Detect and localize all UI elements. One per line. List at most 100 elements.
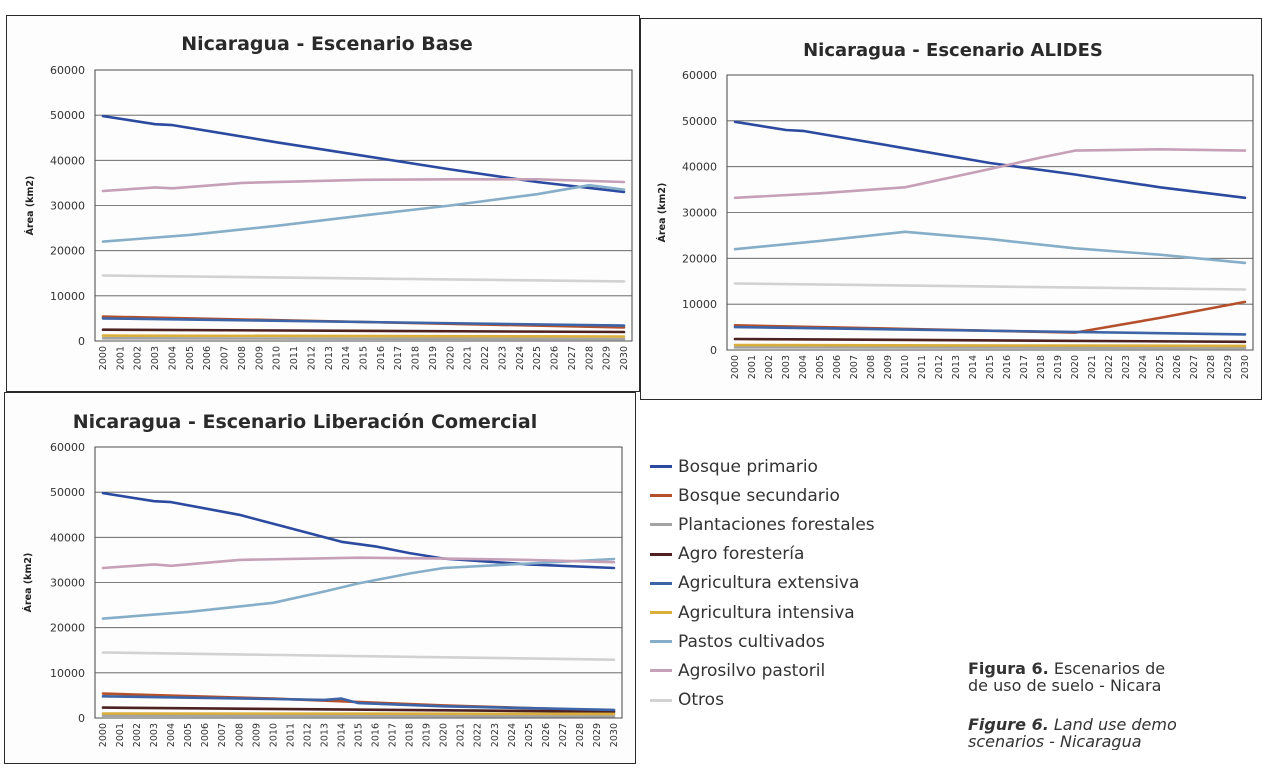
x-tick-label: 2018 bbox=[1036, 355, 1047, 379]
x-tick-label: 2018 bbox=[405, 723, 416, 747]
x-tick-label: 2007 bbox=[849, 355, 860, 379]
x-tick-label: 2013 bbox=[951, 355, 962, 379]
caption-spanish: Figura 6. Escenarios de de uso de suelo … bbox=[968, 660, 1262, 700]
y-tick-label: 10000 bbox=[682, 298, 717, 311]
y-tick-label: 30000 bbox=[682, 207, 717, 220]
legend-item: Bosque primario bbox=[650, 452, 950, 481]
series-line bbox=[101, 651, 616, 662]
x-tick-label: 2027 bbox=[567, 346, 578, 370]
series-line bbox=[101, 334, 626, 338]
x-tick-label: 2002 bbox=[133, 346, 144, 370]
x-tick-label: 2024 bbox=[515, 346, 526, 370]
x-tick-label: 2001 bbox=[115, 723, 126, 747]
caption-es-line2: de uso de suelo - Nicara bbox=[968, 676, 1162, 695]
y-tick-label: 50000 bbox=[50, 486, 85, 499]
y-tick-label: 20000 bbox=[50, 245, 85, 258]
x-tick-label: 2008 bbox=[237, 346, 248, 370]
x-tick-label: 2029 bbox=[592, 723, 603, 747]
x-tick-label: 2008 bbox=[234, 723, 245, 747]
x-tick-label: 2000 bbox=[98, 346, 109, 370]
legend-label: Agricultura extensiva bbox=[678, 573, 860, 594]
y-tick-label: 30000 bbox=[50, 200, 85, 213]
x-tick-label: 2005 bbox=[183, 723, 194, 747]
legend-item: Plantaciones forestales bbox=[650, 510, 950, 539]
chart-title: Nicaragua - Escenario Liberación Comerci… bbox=[73, 411, 538, 433]
x-tick-label: 2015 bbox=[359, 346, 370, 370]
x-tick-label: 2011 bbox=[917, 355, 928, 379]
legend-label: Agro forestería bbox=[678, 544, 805, 565]
x-tick-label: 2009 bbox=[254, 346, 265, 370]
shared-legend: Bosque primario Bosque secundario Plantaci… bbox=[650, 452, 950, 715]
x-tick-label: 2009 bbox=[883, 355, 894, 379]
x-tick-label: 2020 bbox=[1070, 355, 1081, 379]
legend-item: Agrosilvo pastoril bbox=[650, 656, 950, 685]
x-tick-label: 2005 bbox=[185, 346, 196, 370]
x-tick-label: 2006 bbox=[200, 723, 211, 747]
series-line bbox=[101, 556, 616, 570]
legend-swatch bbox=[650, 669, 672, 673]
x-tick-label: 2002 bbox=[764, 355, 775, 379]
x-tick-label: 2029 bbox=[1223, 355, 1234, 379]
x-tick-label: 2028 bbox=[584, 346, 595, 370]
legend-item: Agricultura intensiva bbox=[650, 598, 950, 627]
caption-es-line1: Escenarios de bbox=[1053, 660, 1166, 678]
chart-liberacion: Nicaragua - Escenario Liberación Comerci… bbox=[22, 411, 623, 747]
series-line bbox=[101, 336, 626, 341]
legend-swatch bbox=[650, 552, 672, 556]
x-tick-label: 2014 bbox=[341, 346, 352, 370]
y-tick-label: 30000 bbox=[50, 577, 85, 590]
x-tick-label: 2022 bbox=[480, 346, 491, 370]
x-tick-label: 2002 bbox=[132, 723, 143, 747]
x-tick-label: 2022 bbox=[473, 723, 484, 747]
caption-english: Figure 6. Land use demo scenarios - Nica… bbox=[968, 716, 1262, 750]
x-tick-label: 2004 bbox=[798, 355, 809, 379]
caption-en-label: Figure 6. bbox=[968, 715, 1049, 734]
series-line bbox=[733, 325, 1247, 336]
x-tick-label: 2028 bbox=[575, 723, 586, 747]
x-tick-label: 2026 bbox=[550, 346, 561, 370]
x-tick-label: 2025 bbox=[524, 723, 535, 747]
x-tick-label: 2015 bbox=[354, 723, 365, 747]
x-tick-label: 2030 bbox=[1240, 355, 1251, 379]
series-line bbox=[733, 148, 1247, 200]
legend-item: Pastos cultivados bbox=[650, 627, 950, 656]
x-tick-label: 2005 bbox=[815, 355, 826, 379]
x-tick-label: 2027 bbox=[558, 723, 569, 747]
x-tick-label: 2017 bbox=[388, 723, 399, 747]
y-tick-label: 60000 bbox=[682, 69, 717, 82]
y-tick-label: 20000 bbox=[682, 252, 717, 265]
series-line bbox=[101, 183, 626, 243]
legend-swatch bbox=[650, 611, 672, 615]
y-axis-label: Área (km2) bbox=[24, 176, 36, 236]
x-tick-label: 2019 bbox=[422, 723, 433, 747]
x-tick-label: 2003 bbox=[149, 723, 160, 747]
x-tick-label: 2019 bbox=[1053, 355, 1064, 379]
series-line bbox=[101, 706, 616, 714]
x-tick-label: 2012 bbox=[934, 355, 945, 379]
y-tick-label: 50000 bbox=[682, 115, 717, 128]
x-tick-label: 2025 bbox=[532, 346, 543, 370]
x-tick-label: 2010 bbox=[268, 723, 279, 747]
series-line bbox=[733, 343, 1247, 348]
x-tick-label: 2027 bbox=[1189, 355, 1200, 379]
x-tick-label: 2026 bbox=[541, 723, 552, 747]
x-tick-label: 2011 bbox=[285, 723, 296, 747]
series-line bbox=[733, 345, 1247, 350]
y-tick-label: 60000 bbox=[50, 441, 85, 454]
y-tick-label: 50000 bbox=[50, 109, 85, 122]
y-tick-label: 40000 bbox=[50, 531, 85, 544]
x-tick-label: 2000 bbox=[730, 355, 741, 379]
y-axis-label: Área (km2) bbox=[656, 183, 668, 243]
x-tick-label: 2010 bbox=[272, 346, 283, 370]
x-tick-label: 2023 bbox=[490, 723, 501, 747]
x-tick-label: 2012 bbox=[306, 346, 317, 370]
x-tick-label: 2021 bbox=[463, 346, 474, 370]
x-tick-label: 2023 bbox=[1121, 355, 1132, 379]
series-line bbox=[101, 328, 626, 334]
x-tick-label: 2014 bbox=[336, 723, 347, 747]
chart-title: Nicaragua - Escenario ALIDES bbox=[803, 40, 1103, 61]
chart-panel-base: Nicaragua - Escenario Base 0 10000 20000 300… bbox=[6, 15, 640, 392]
legend-label: Plantaciones forestales bbox=[678, 514, 875, 535]
x-tick-label: 2023 bbox=[497, 346, 508, 370]
series-line bbox=[733, 282, 1247, 291]
